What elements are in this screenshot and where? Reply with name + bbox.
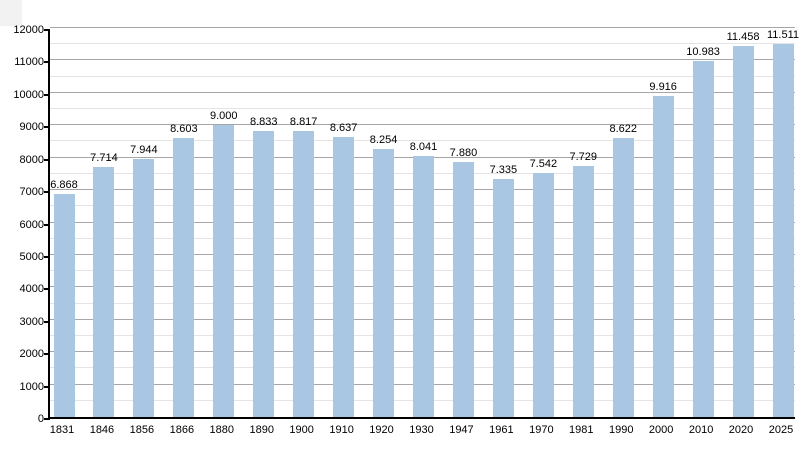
x-tick-label: 2025 xyxy=(768,424,794,436)
x-tick-label: 1930 xyxy=(409,424,434,436)
y-axis-tick xyxy=(44,223,50,226)
bar xyxy=(692,60,714,417)
x-tick-label: 2010 xyxy=(688,424,714,436)
minor-gridline xyxy=(50,140,795,142)
x-tick-label: 1890 xyxy=(249,424,274,436)
bar xyxy=(293,131,315,417)
bar-value-label: 7.542 xyxy=(529,157,558,170)
bar-value-label: 8.622 xyxy=(609,122,637,135)
bar xyxy=(732,45,754,417)
bar-value-label: 9.916 xyxy=(649,80,677,93)
y-axis-tick xyxy=(44,126,50,129)
x-tick-label: 1990 xyxy=(608,424,634,436)
plot-area: 6.868 7.714 7.944 8.603 9.000 8.833 8.817 8.637… xyxy=(48,27,799,419)
x-tick-label: 1961 xyxy=(489,424,514,436)
x-tick-label: 1900 xyxy=(289,424,314,436)
bar-value-label: 7.729 xyxy=(569,151,598,164)
x-tick-label: 2000 xyxy=(648,424,674,436)
y-tick-label: 11000 xyxy=(14,56,44,69)
bar xyxy=(612,137,634,417)
y-axis-tick xyxy=(44,191,50,194)
major-gridline xyxy=(50,124,795,126)
y-tick-label: 7000 xyxy=(19,186,44,199)
bar xyxy=(452,161,474,417)
bar xyxy=(133,159,155,417)
bar-value-label: 7.335 xyxy=(489,164,518,177)
bar-value-label: 8.833 xyxy=(249,115,278,128)
bar-value-label: 7.944 xyxy=(130,144,158,157)
bar xyxy=(213,125,235,417)
x-tick-label: 1920 xyxy=(369,424,394,436)
bar-value-label: 8.041 xyxy=(409,141,438,154)
y-axis-tick xyxy=(44,29,50,31)
bar xyxy=(53,194,75,417)
x-tick-label: 1866 xyxy=(169,424,195,436)
bar-value-label: 8.254 xyxy=(369,134,398,147)
major-gridline xyxy=(50,59,795,61)
corner-shade xyxy=(0,0,22,26)
y-tick-label: 4000 xyxy=(19,283,44,296)
y-axis-tick xyxy=(44,61,50,64)
x-tick-label: 2020 xyxy=(728,424,754,436)
x-tick-label: 1981 xyxy=(569,424,594,436)
bar-value-label: 7.714 xyxy=(90,151,118,164)
bar xyxy=(373,149,395,417)
x-tick-label: 1970 xyxy=(529,424,554,436)
y-axis: 0 1000 2000 3000 4000 5000 6000 7000 8000 9000 100… xyxy=(0,24,50,425)
y-tick-label: 6000 xyxy=(19,218,44,231)
y-tick-label: 10000 xyxy=(13,88,44,101)
y-tick-label: 2000 xyxy=(19,348,44,361)
x-tick-label: 1947 xyxy=(449,424,474,436)
y-axis-tick xyxy=(44,93,50,96)
x-tick-label: 1910 xyxy=(329,424,354,436)
bar xyxy=(333,137,355,417)
y-tick-label: 8000 xyxy=(19,153,44,166)
bar xyxy=(253,130,275,417)
bar-value-label: 8.817 xyxy=(289,116,318,129)
bar-value-label: 11.511 xyxy=(766,28,800,41)
y-axis-tick xyxy=(44,320,50,323)
minor-gridline xyxy=(50,75,795,77)
x-tick-label: 1880 xyxy=(209,424,235,436)
y-tick-label: 0 xyxy=(37,413,44,425)
bar-value-label: 8.637 xyxy=(329,122,358,135)
y-tick-label: 5000 xyxy=(19,250,44,263)
x-tick-label: 1831 xyxy=(49,424,75,436)
y-tick-label: 12000 xyxy=(13,24,44,36)
bar xyxy=(173,138,195,417)
y-tick-label: 9000 xyxy=(19,121,44,134)
minor-gridline xyxy=(50,108,795,110)
bar xyxy=(772,43,794,417)
y-axis-tick xyxy=(44,158,50,161)
bar xyxy=(572,166,594,417)
x-tick-label: 1856 xyxy=(129,424,155,436)
minor-gridline xyxy=(50,43,795,45)
bar xyxy=(532,172,554,417)
bar-value-label: 11.458 xyxy=(726,30,760,43)
bar-value-label: 9.000 xyxy=(210,110,238,123)
y-axis-tick xyxy=(44,385,50,388)
y-axis-tick xyxy=(44,418,50,420)
x-axis: 1831 1846 1856 1866 1880 1890 1900 1910 1920 1930… xyxy=(48,424,795,440)
bar-value-label: 8.603 xyxy=(170,123,198,136)
bar xyxy=(492,179,514,417)
y-axis-tick xyxy=(44,255,50,258)
y-axis-tick xyxy=(44,353,50,356)
bar-value-label: 6.868 xyxy=(50,179,78,192)
bar xyxy=(652,95,674,417)
y-tick-label: 3000 xyxy=(19,315,44,328)
bar-value-label: 10.983 xyxy=(686,45,720,58)
x-tick-label: 1846 xyxy=(89,424,115,436)
bar xyxy=(93,166,115,417)
y-tick-label: 1000 xyxy=(19,380,44,393)
major-gridline xyxy=(50,27,795,28)
major-gridline xyxy=(50,91,795,93)
bar-value-label: 7.880 xyxy=(449,146,478,159)
y-axis-tick xyxy=(44,288,50,291)
bar xyxy=(413,156,434,417)
